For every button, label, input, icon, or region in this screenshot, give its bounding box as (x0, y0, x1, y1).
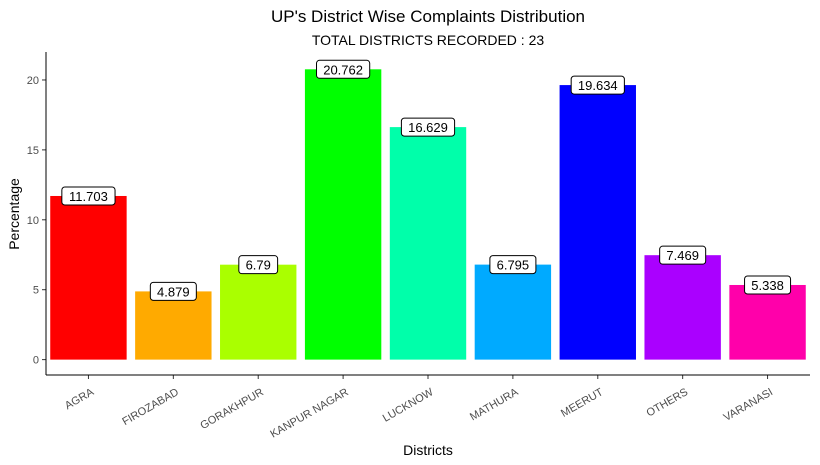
data-label-text: 20.762 (323, 62, 363, 77)
data-label: 7.469 (659, 245, 707, 265)
bar (135, 291, 212, 360)
y-tick-label: 5 (33, 285, 39, 297)
y-axis-ticks: 0 5 10 15 20 (27, 75, 46, 367)
data-label-text: 6.795 (497, 258, 530, 273)
data-label-text: 16.629 (408, 120, 448, 135)
data-label-box (659, 245, 707, 265)
x-tick-label: MATHURA (468, 386, 521, 424)
data-label-box (238, 255, 279, 275)
bar (644, 255, 721, 360)
data-label: 6.795 (489, 255, 537, 275)
bar (304, 69, 382, 360)
bar (729, 284, 806, 360)
data-label-text: 7.469 (666, 248, 699, 263)
y-tick-label: 0 (33, 355, 39, 367)
data-label: 4.879 (149, 281, 197, 301)
x-tick-label: MEERUT (559, 386, 605, 420)
bar (389, 127, 467, 360)
data-label: 5.338 (744, 275, 792, 295)
data-label-box (149, 281, 197, 301)
data-label-text: 19.634 (578, 78, 618, 93)
data-label-text: 11.703 (69, 189, 108, 204)
data-label: 16.629 (400, 117, 456, 137)
data-label: 19.634 (570, 75, 625, 95)
x-tick-label: KANPUR NAGAR (268, 386, 350, 440)
bar (474, 264, 552, 360)
data-label-text: 4.879 (157, 284, 190, 299)
x-tick-label: GORAKHPUR (198, 386, 265, 432)
data-label-box (489, 255, 537, 275)
y-axis-title: Percentage (6, 178, 22, 250)
y-tick-label: 10 (27, 215, 39, 227)
x-tick-label: OTHERS (644, 386, 690, 419)
bar (559, 85, 636, 360)
chart-subtitle: TOTAL DISTRICTS RECORDED : 23 (312, 32, 545, 48)
x-tick-label: FIROZABAD (120, 386, 181, 428)
data-label: 20.762 (316, 59, 371, 79)
y-tick-label: 20 (27, 75, 39, 87)
data-label-box (744, 275, 792, 295)
data-label: 6.79 (238, 255, 279, 275)
data-label-box (61, 186, 116, 206)
data-label-text: 6.79 (246, 258, 271, 273)
data-labels-group: 11.703 4.879 6.79 20.762 16.629 6.795 19.634 7.… (61, 59, 792, 301)
x-tick-label: LUCKNOW (381, 386, 436, 425)
data-label-text: 5.338 (751, 278, 784, 293)
chart-title: UP's District Wise Complaints Distributi… (271, 7, 585, 26)
x-tick-label: AGRA (63, 386, 97, 412)
x-tick-label: VARANASI (722, 386, 775, 424)
bar (220, 264, 297, 360)
y-tick-label: 15 (27, 145, 39, 157)
bar (50, 195, 127, 360)
x-axis-ticks: AGRA FIROZABAD GORAKHPUR KANPUR NAGAR LUCKNO… (63, 375, 775, 441)
data-label: 11.703 (61, 186, 116, 206)
data-label-box (400, 117, 456, 137)
data-label-box (570, 75, 625, 95)
x-axis-title: Districts (403, 442, 453, 458)
data-label-box (316, 59, 371, 79)
bars-group (50, 69, 806, 360)
